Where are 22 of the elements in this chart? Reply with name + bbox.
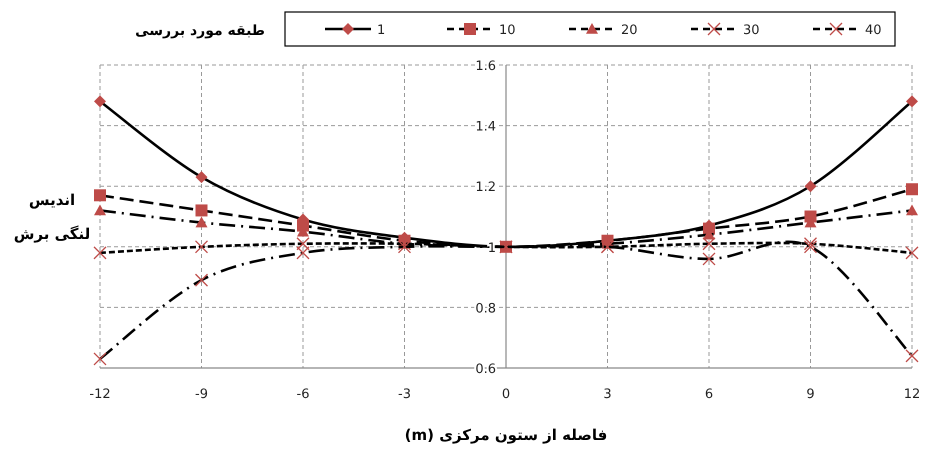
- y-axis-title: اندیس لنگی برش: [14, 191, 90, 243]
- x-tick-label: 0: [502, 387, 510, 402]
- y-tick-label: 1.6: [475, 59, 496, 74]
- x-tick-label: 3: [603, 387, 612, 402]
- x-axis-title: فاصله از ستون مرکزی (m): [404, 426, 608, 444]
- x-tick-label: 9: [806, 387, 815, 402]
- x-tick-label: -6: [296, 387, 310, 402]
- x-tick-label: 6: [704, 387, 714, 402]
- legend-label: 20: [621, 23, 638, 38]
- x-tick-label: -9: [195, 387, 208, 402]
- y-tick-label: 0.6: [475, 362, 496, 377]
- legend-label: 1: [377, 23, 386, 38]
- legend-label: 10: [499, 23, 516, 38]
- legend-label: 40: [865, 23, 882, 38]
- y-tick-label: 0.8: [475, 301, 496, 316]
- legend-label: 30: [743, 23, 760, 38]
- x-tick-label: -3: [398, 387, 411, 402]
- x-tick-label: 12: [904, 387, 920, 402]
- x-tick-label: -12: [89, 387, 111, 402]
- legend-title: طبقه مورد بررسی: [135, 23, 265, 39]
- y-tick-label: 1.2: [475, 180, 496, 196]
- y-tick-label: 1.4: [475, 120, 496, 135]
